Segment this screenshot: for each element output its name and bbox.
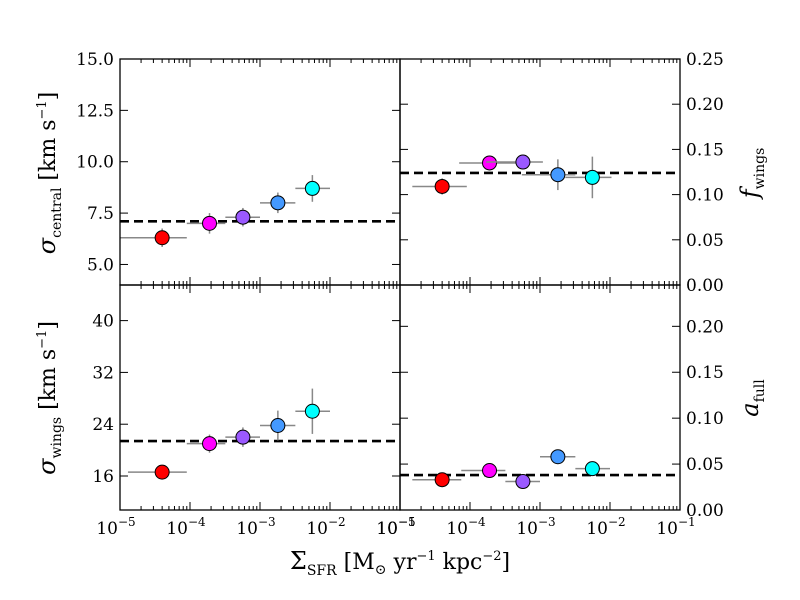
- y-tick-label: 7.5: [87, 204, 114, 224]
- x-tick-label: 10−4: [446, 515, 486, 539]
- x-tick-label: 10−4: [166, 515, 206, 539]
- data-point: [154, 464, 170, 480]
- panel-bottom-left: 16 24 32 40 10−5 10−4 10−3 10−2 10−1: [92, 284, 416, 539]
- panel-frame: [119, 58, 401, 286]
- data-point: [235, 429, 251, 445]
- panel-bottom-right: 0.00 0.05 0.10 0.15 0.20 10−5 10−4 10−3 10−2 10−1: [376, 284, 724, 539]
- y-tick-label: 12.5: [76, 101, 114, 121]
- data-point: [584, 169, 600, 185]
- y-tick-label: 0.15: [686, 140, 724, 160]
- y-tick-label: 0.05: [686, 455, 724, 475]
- data-point: [434, 178, 450, 194]
- y-tick-label: 0.15: [686, 363, 724, 383]
- y-tick-label: 0.00: [686, 501, 724, 521]
- x-tick-label: 10−2: [306, 515, 345, 539]
- x-tick-label: 10−1: [656, 515, 695, 539]
- ylabel-sigma-wings: σwings [km s−1]: [33, 321, 65, 475]
- x-tick-label: 10−3: [236, 515, 275, 539]
- y-tick-label: 0.05: [686, 231, 724, 251]
- data-point: [304, 403, 320, 419]
- ylabel-f-wings: fwings: [736, 148, 768, 201]
- panel-frame: [399, 284, 681, 511]
- ylabel-sigma-central: σcentral [km s−1]: [33, 92, 65, 255]
- data-point: [515, 474, 531, 490]
- data-point: [550, 167, 566, 183]
- y-tick-label: 24: [92, 415, 114, 435]
- data-point: [202, 436, 218, 452]
- x-axis-label: ΣSFR [M⊙ yr−1 kpc−2]: [290, 547, 510, 579]
- y-tick-label: 5.0: [87, 255, 114, 275]
- y-tick-label: 10.0: [76, 153, 114, 173]
- x-tick-label: 10−2: [586, 515, 625, 539]
- y-tick-label: 32: [92, 363, 114, 383]
- data-point: [304, 180, 320, 196]
- x-tick-label: 10−3: [516, 515, 555, 539]
- panel-top-left: 5.0 7.5 10.0 12.5 15.0: [76, 50, 401, 286]
- data-point: [202, 215, 218, 231]
- data-point: [482, 155, 498, 171]
- svg-text:afull: afull: [736, 379, 768, 417]
- y-tick-label: 0.10: [686, 409, 724, 429]
- y-tick-label: 40: [92, 312, 114, 332]
- data-point: [550, 449, 566, 465]
- svg-text:σwings [km s−1]: σwings [km s−1]: [33, 321, 65, 475]
- data-point: [270, 195, 286, 211]
- x-tick-label: 10−5: [376, 515, 415, 539]
- data-point: [270, 418, 286, 434]
- svg-text:fwings: fwings: [736, 148, 768, 201]
- y-tick-label: 0.10: [686, 186, 724, 206]
- y-tick-label: 16: [92, 467, 114, 487]
- y-tick-label: 0.20: [686, 95, 724, 115]
- x-tick-label: 10−1: [376, 515, 415, 539]
- y-tick-label: 0.20: [686, 317, 724, 337]
- ylabel-a-full: afull: [736, 379, 768, 417]
- x-tick-label: 10−5: [96, 515, 135, 539]
- y-tick-label: 0.25: [686, 50, 724, 70]
- panels-group: 5.07.510.012.515.00.000.050.100.150.200.…: [76, 50, 724, 539]
- svg-text:σcentral [km s−1]: σcentral [km s−1]: [33, 92, 65, 255]
- data-point: [154, 230, 170, 246]
- data-point: [482, 463, 498, 479]
- data-point: [515, 154, 531, 170]
- y-tick-label: 15.0: [76, 50, 114, 70]
- panel-top-right: 0.00 0.05 0.10 0.15 0.20 0.25: [399, 50, 724, 296]
- y-tick-label: 0.00: [686, 276, 724, 296]
- data-point: [434, 472, 450, 488]
- data-point: [235, 209, 251, 225]
- data-point: [584, 461, 600, 477]
